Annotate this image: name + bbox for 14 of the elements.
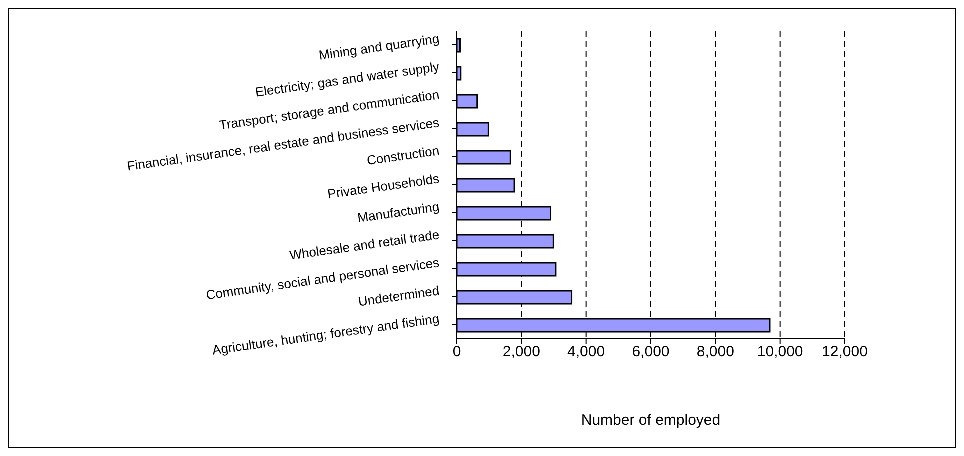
x-tick-label: 8,000 (696, 344, 734, 361)
y-tick-label: Manufacturing (356, 199, 440, 226)
y-tick-label: Undetermined (357, 283, 440, 310)
x-axis-title: Number of employed (581, 412, 721, 429)
y-tick-label: Agriculture, hunting; forestry and fishing (211, 311, 440, 358)
y-tick-label: Construction (366, 143, 440, 168)
x-tick-label: 10,000 (757, 344, 804, 361)
x-tick-label: 6,000 (632, 344, 670, 361)
x-tick-label: 2,000 (502, 344, 540, 361)
y-tick-label: Private Households (326, 171, 441, 202)
x-tick-label: 0 (452, 344, 462, 361)
x-tick-label: 12,000 (822, 344, 868, 361)
y-tick-label: Mining and quarrying (318, 31, 440, 63)
x-tick-label: 4,000 (568, 344, 606, 361)
